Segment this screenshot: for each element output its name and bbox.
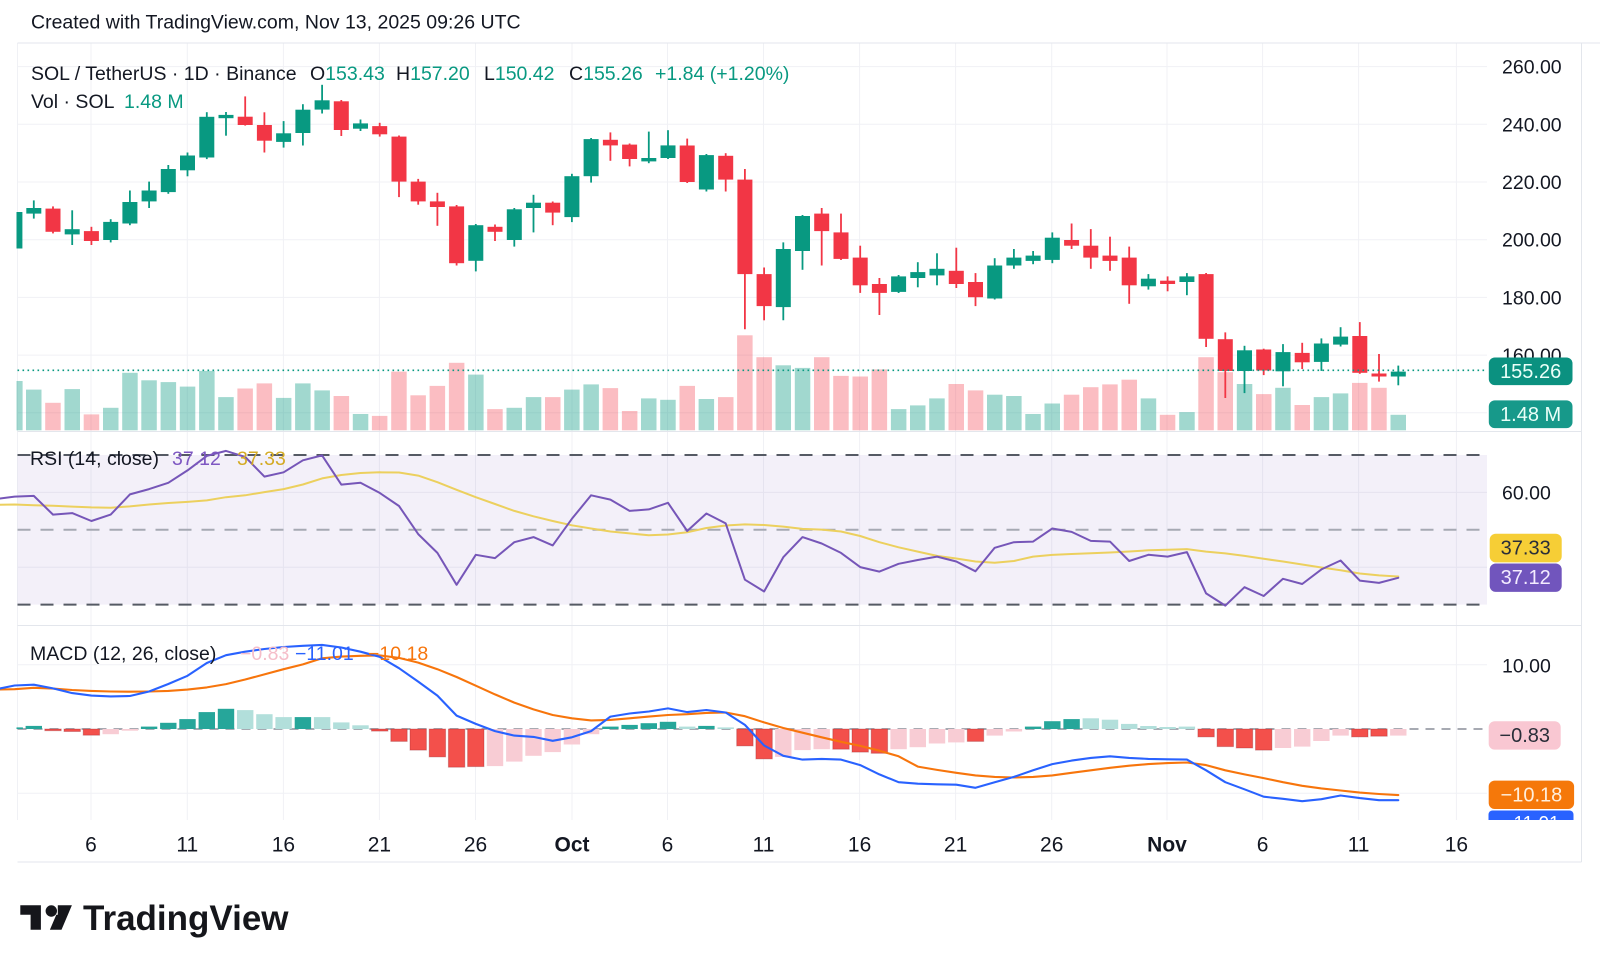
svg-text:−0.83: −0.83 — [240, 643, 289, 665]
svg-text:16: 16 — [1445, 834, 1468, 857]
svg-text:21: 21 — [368, 834, 391, 857]
svg-text:C155.26: C155.26 — [569, 63, 643, 85]
svg-text:155.26: 155.26 — [1500, 361, 1561, 383]
svg-text:1.48 M: 1.48 M — [124, 91, 184, 113]
svg-text:O153.43: O153.43 — [310, 63, 385, 85]
svg-text:220.00: 220.00 — [1502, 172, 1562, 194]
svg-text:−11.01: −11.01 — [295, 643, 354, 665]
svg-text:16: 16 — [848, 834, 871, 857]
svg-text:37.33: 37.33 — [1501, 538, 1551, 560]
svg-text:10.00: 10.00 — [1502, 656, 1551, 678]
svg-text:180.00: 180.00 — [1502, 287, 1562, 309]
svg-text:TradingView: TradingView — [83, 899, 289, 938]
svg-text:26: 26 — [464, 834, 487, 857]
svg-text:SOL / TetherUS · 1D · Binance: SOL / TetherUS · 1D · Binance — [31, 63, 297, 85]
svg-text:21: 21 — [944, 834, 967, 857]
svg-text:MACD (12, 26, close): MACD (12, 26, close) — [30, 643, 216, 665]
svg-text:37.33: 37.33 — [237, 448, 286, 470]
svg-text:Vol · SOL: Vol · SOL — [31, 91, 115, 113]
svg-text:1.48 M: 1.48 M — [1500, 404, 1561, 426]
svg-text:26: 26 — [1040, 834, 1063, 857]
svg-text:37.12: 37.12 — [172, 448, 221, 470]
svg-text:60.00: 60.00 — [1502, 482, 1551, 504]
svg-text:−11.01: −11.01 — [1502, 814, 1559, 835]
svg-text:H157.20: H157.20 — [396, 63, 470, 85]
svg-text:RSI (14, close): RSI (14, close) — [30, 448, 159, 470]
svg-text:16: 16 — [272, 834, 295, 857]
svg-text:11: 11 — [1348, 834, 1370, 857]
svg-text:Nov: Nov — [1147, 834, 1187, 857]
svg-text:240.00: 240.00 — [1502, 114, 1562, 136]
svg-text:+1.84 (+1.20%): +1.84 (+1.20%) — [655, 63, 789, 85]
svg-text:−10.18: −10.18 — [1501, 784, 1563, 806]
svg-text:Oct: Oct — [554, 834, 589, 857]
svg-text:200.00: 200.00 — [1502, 230, 1562, 252]
svg-text:−10.18: −10.18 — [368, 643, 428, 665]
svg-text:L150.42: L150.42 — [484, 63, 555, 85]
svg-text:6: 6 — [85, 834, 97, 857]
svg-text:37.12: 37.12 — [1501, 567, 1551, 589]
svg-text:260.00: 260.00 — [1502, 57, 1562, 79]
svg-text:6: 6 — [662, 834, 674, 857]
svg-text:Created with TradingView.com,: Created with TradingView.com, Nov 13, 20… — [31, 12, 521, 34]
svg-text:−0.83: −0.83 — [1499, 725, 1550, 747]
svg-text:6: 6 — [1257, 834, 1269, 857]
svg-text:11: 11 — [176, 834, 198, 857]
svg-text:11: 11 — [753, 834, 775, 857]
